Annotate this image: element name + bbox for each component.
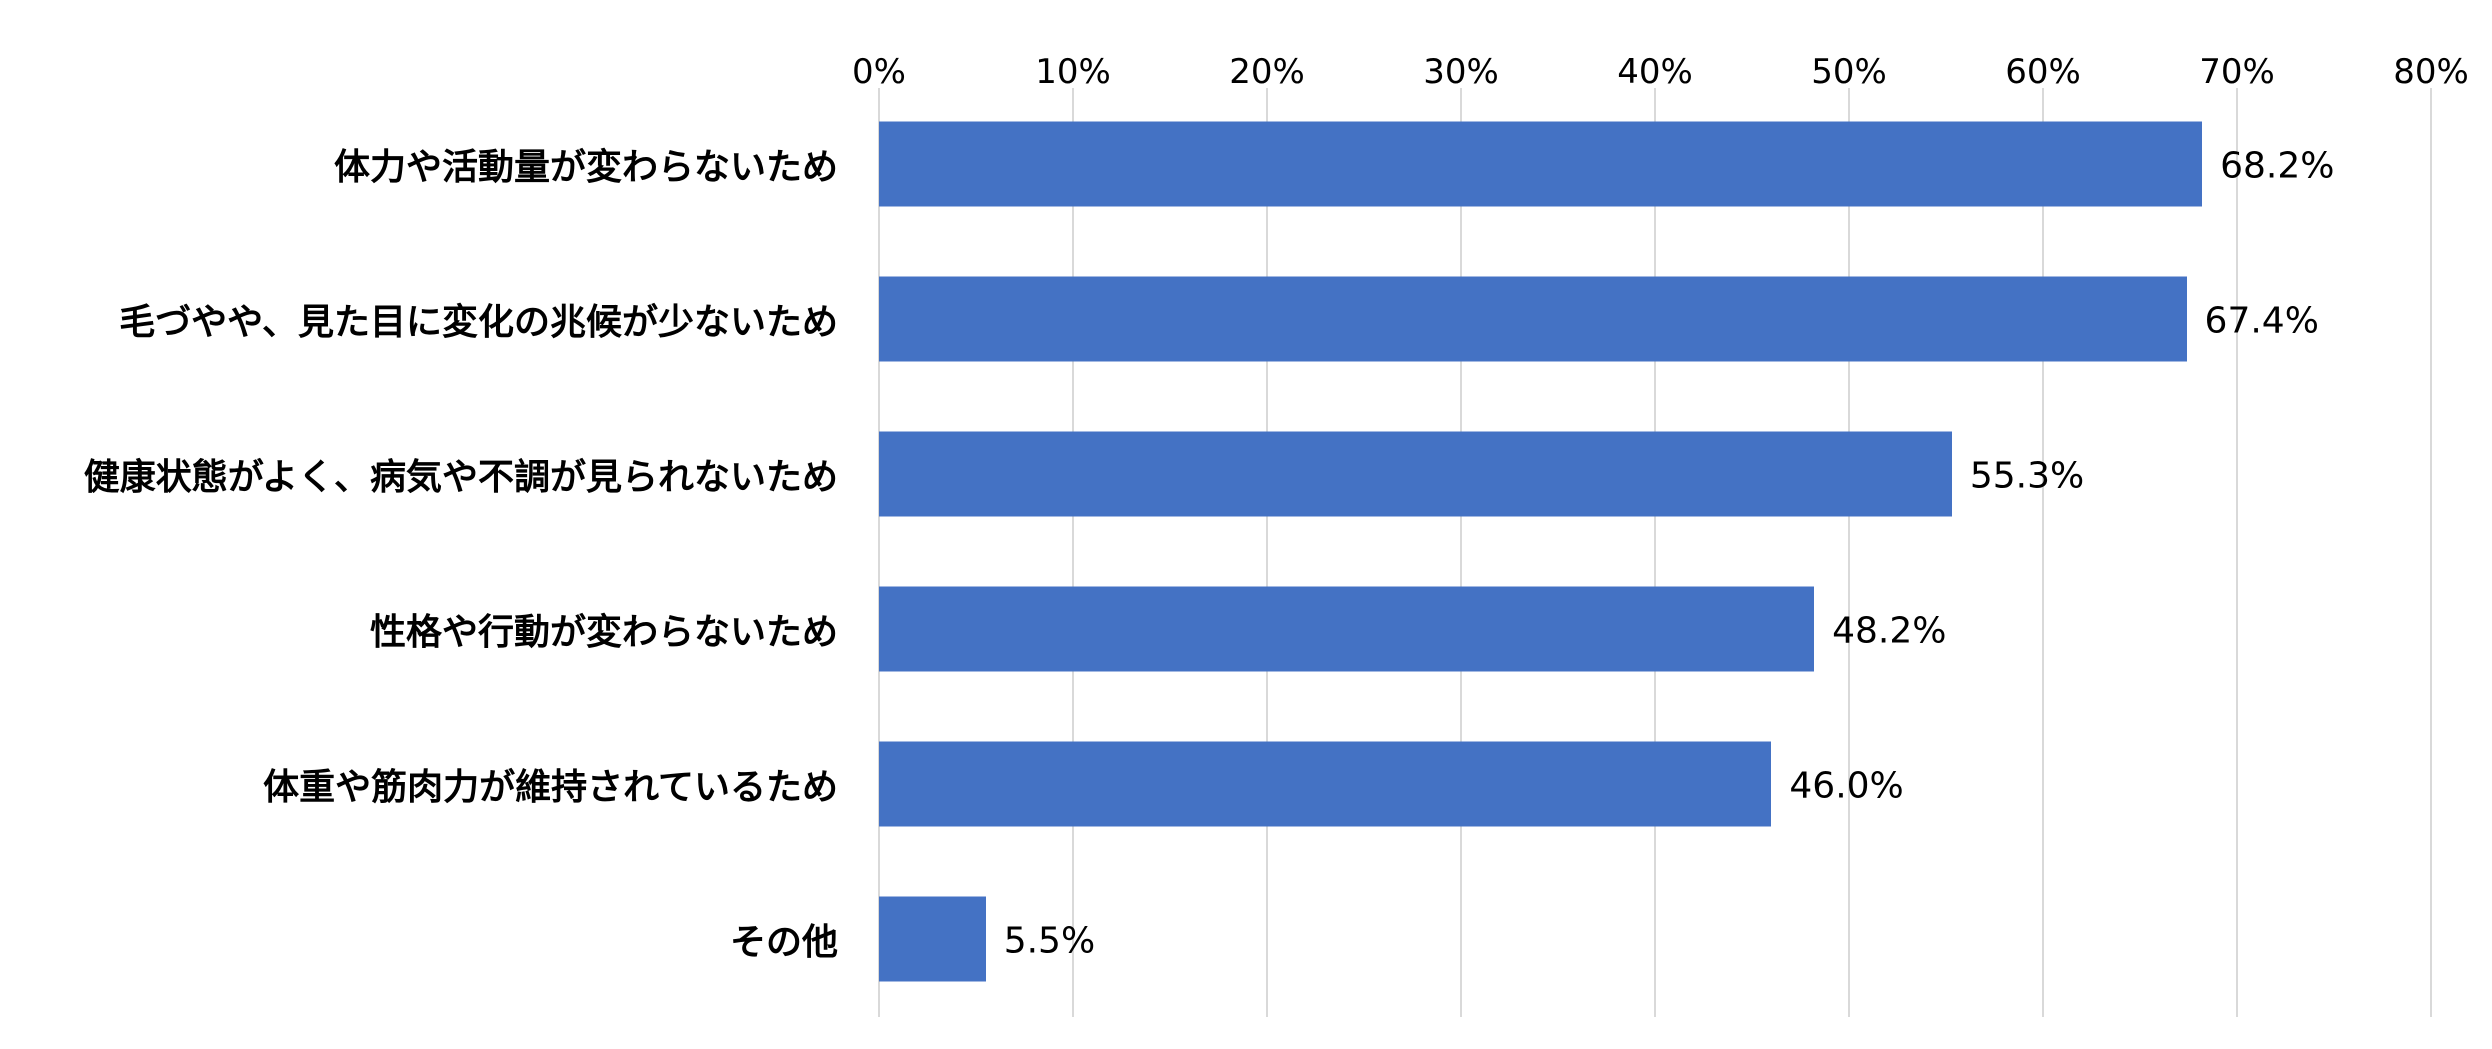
value-label: 67.4% [2204, 300, 2319, 342]
bar [879, 741, 1772, 827]
gridline [1266, 88, 1268, 1017]
x-tick-label: 10% [1035, 52, 1111, 92]
gridline [878, 88, 880, 1017]
x-tick-label: 60% [2005, 52, 2081, 92]
x-tick-label: 0% [852, 52, 906, 92]
gridline [2430, 88, 2432, 1017]
value-label: 48.2% [1832, 610, 1947, 652]
x-tick-label: 40% [1617, 52, 1693, 92]
gridline [2236, 88, 2238, 1017]
x-tick-label: 30% [1423, 52, 1499, 92]
gridline [1072, 88, 1074, 1017]
value-label: 68.2% [2220, 145, 2335, 187]
gridline [1654, 88, 1656, 1017]
bar [879, 121, 2203, 207]
category-label: 健康状態がよく、病気や不調が見られないため [83, 457, 838, 499]
gridline [1460, 88, 1462, 1017]
bar [879, 896, 986, 982]
x-tick-label: 70% [2199, 52, 2275, 92]
value-label: 5.5% [1003, 920, 1096, 962]
bar [879, 431, 1952, 517]
x-tick-label: 20% [1229, 52, 1305, 92]
category-label: 体重や筋肉力が維持されているため [263, 766, 838, 808]
category-label: 性格や行動が変わらないため [369, 611, 838, 653]
category-label: 毛づやや、見た目に変化の兆候が少ないため [119, 302, 838, 344]
value-label: 55.3% [1969, 455, 2085, 497]
gridline [2042, 88, 2044, 1017]
category-label: 体力や活動量が変わらないため [333, 147, 838, 189]
bar [879, 276, 2187, 362]
value-label: 46.0% [1789, 765, 1904, 807]
x-tick-label: 80% [2393, 52, 2469, 92]
category-label: その他 [729, 921, 838, 963]
x-tick-label: 50% [1811, 52, 1887, 92]
gridline [1848, 88, 1850, 1017]
bar [879, 586, 1815, 672]
